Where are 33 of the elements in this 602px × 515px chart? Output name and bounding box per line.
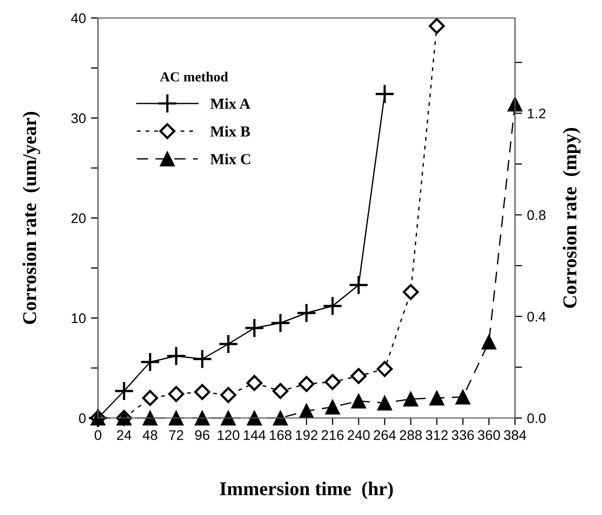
x-tick-label: 384: [504, 430, 526, 440]
x-tick-label: 168: [270, 430, 292, 440]
x-tick-label: 216: [322, 430, 344, 440]
legend-label: Mix B: [210, 126, 250, 137]
y2-tick-label: 0.4: [527, 312, 546, 322]
y-axis-title: Corrosion rate (um/year): [22, 112, 40, 324]
x-tick-label: 360: [478, 430, 500, 440]
x-tick-label: 288: [400, 430, 422, 440]
x-tick-label: 264: [374, 430, 396, 440]
y-tick-label: 30: [71, 113, 86, 124]
y-tick-label: 20: [71, 213, 86, 224]
y-tick-label: 10: [72, 313, 86, 324]
x-tick-label: 24: [117, 430, 132, 440]
x-tick-label: 336: [452, 430, 474, 440]
x-tick-label: 144: [244, 430, 266, 440]
y2-tick-label: 0.8: [527, 210, 546, 220]
y2-axis-title: Corrosion rate (mpy): [562, 128, 580, 308]
x-tick-label: 312: [426, 430, 448, 440]
x-tick-label: 0: [94, 430, 102, 440]
legend-label: Mix C: [210, 154, 250, 164]
x-tick-label: 192: [296, 430, 318, 440]
x-axis-title: Immersion time (hr): [220, 482, 393, 500]
x-tick-label: 120: [218, 430, 240, 440]
x-tick-label: 96: [195, 430, 210, 440]
y-tick-label: 0: [79, 413, 86, 424]
x-tick-label: 72: [169, 430, 184, 440]
legend-label: Mix A: [210, 98, 250, 109]
x-tick-label: 240: [348, 430, 370, 440]
y2-tick-label: 1.2: [528, 108, 546, 118]
x-tick-label: 48: [142, 430, 158, 440]
legend-title: AC method: [160, 72, 228, 82]
y-tick-label: 40: [71, 13, 86, 24]
y2-tick-label: 0.0: [527, 413, 546, 424]
